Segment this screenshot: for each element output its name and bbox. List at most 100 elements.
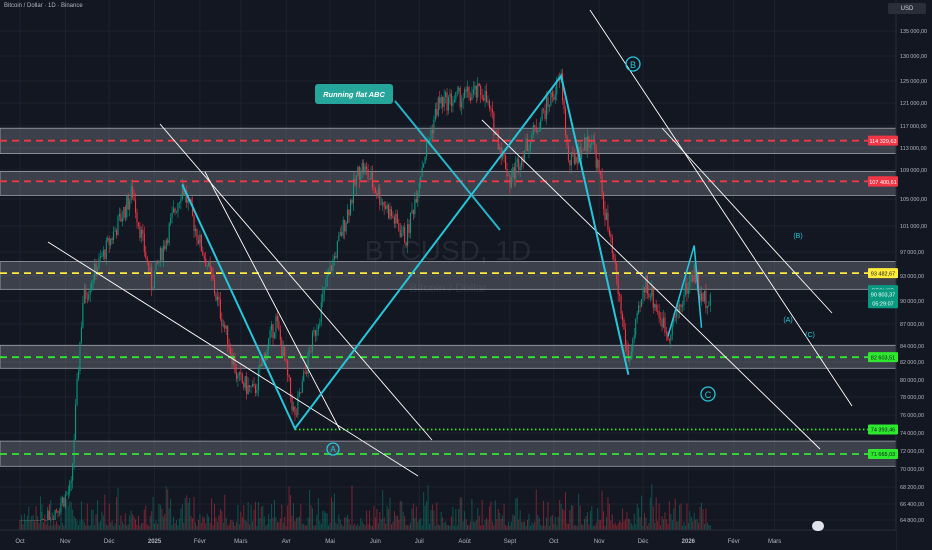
price-tick-label: 121 000,00 <box>900 101 927 107</box>
candle-body <box>440 97 442 104</box>
candle-body <box>279 329 281 340</box>
price-tag-box <box>868 352 898 363</box>
candle-body <box>25 520 27 521</box>
scroll-to-realtime-button[interactable] <box>812 521 824 531</box>
candle-body <box>306 371 308 374</box>
volume-bar <box>34 521 36 530</box>
candle-body <box>276 316 278 322</box>
price-tag-label: 71 665,03 <box>871 452 895 458</box>
volume-bar <box>231 520 233 530</box>
volume-bar <box>478 516 480 530</box>
volume-bar <box>386 505 388 530</box>
volume-bar <box>519 510 521 530</box>
candle-body <box>411 210 413 213</box>
volume-bar <box>680 503 682 530</box>
volume-bar <box>701 502 703 530</box>
running-flat-callout[interactable] <box>315 84 393 104</box>
candle-body <box>107 238 109 241</box>
volume-bar <box>323 511 325 530</box>
volume-bar <box>512 514 514 530</box>
volume-bar <box>350 524 352 530</box>
volume-bar <box>646 525 648 530</box>
candle-body <box>50 520 52 521</box>
candle-body <box>181 184 183 200</box>
candle-body <box>431 130 433 134</box>
volume-bar <box>209 522 211 530</box>
candle-body <box>259 364 261 370</box>
volume-bar <box>247 502 249 530</box>
volume-bar <box>665 519 667 530</box>
candle-body <box>115 230 118 236</box>
volume-bar <box>516 497 518 530</box>
time-axis-panel[interactable] <box>0 530 896 550</box>
candle-body <box>660 318 662 320</box>
time-tick-label: Juin <box>370 539 381 545</box>
candle-body <box>351 200 353 204</box>
candle-body <box>649 296 651 298</box>
volume-bar <box>57 524 59 530</box>
volume-bar <box>310 505 312 530</box>
candle-body <box>377 188 379 197</box>
volume-bar <box>551 514 553 530</box>
volume-bar <box>354 523 356 530</box>
volume-bar <box>124 513 126 530</box>
elliott-sub-wave <box>667 245 703 337</box>
volume-bar <box>113 525 115 530</box>
price-tag-label: 82 603,51 <box>871 355 895 361</box>
candle-body <box>317 325 319 330</box>
candle-body <box>104 250 106 259</box>
volume-bar <box>664 512 666 530</box>
wave-b-circle[interactable] <box>625 56 641 72</box>
candle-body <box>500 147 502 158</box>
volume-bar <box>684 525 686 530</box>
volume-bar <box>313 525 315 530</box>
candle-body <box>548 105 550 107</box>
candle-body <box>202 250 204 256</box>
volume-bar <box>655 497 657 530</box>
candle-body <box>256 389 258 394</box>
candle-body <box>595 149 597 168</box>
volume-bar <box>121 521 123 530</box>
price-tick-label: 93 000,00 <box>900 274 924 280</box>
candle-body <box>232 357 235 365</box>
volume-bar <box>249 524 251 530</box>
time-tick-label: 2025 <box>148 539 162 545</box>
candle-body <box>162 245 164 261</box>
candle-body <box>336 241 338 258</box>
price-tick-label: 101 000,00 <box>900 224 927 230</box>
price-axis-panel[interactable] <box>896 0 932 550</box>
price-tag-label: 93 482,67 <box>871 271 895 277</box>
candle-body <box>32 520 34 521</box>
sub-wave-a-label: (A) <box>783 317 792 324</box>
candle-body <box>464 89 466 98</box>
candle-body <box>328 272 330 276</box>
volume-bar <box>671 519 673 530</box>
volume-bar <box>398 519 400 530</box>
volume-bar <box>123 524 125 530</box>
candle-body <box>67 492 69 495</box>
volume-bar <box>569 510 571 530</box>
candle-body <box>339 232 341 236</box>
volume-bar <box>307 517 309 530</box>
candle-body <box>613 253 615 259</box>
wave-c-circle[interactable] <box>700 386 716 402</box>
volume-bar <box>22 524 24 530</box>
volume-bar <box>370 525 372 530</box>
candle-body <box>360 171 362 180</box>
volume-bar <box>529 525 531 530</box>
volume-bar <box>483 524 485 530</box>
trendlines[interactable] <box>47 9 853 477</box>
volume-bar <box>474 521 476 530</box>
volume-bar <box>383 517 385 530</box>
wave-a-circle[interactable] <box>326 442 340 456</box>
volume-bar <box>314 525 316 530</box>
elliott-wave-lines[interactable] <box>181 73 703 431</box>
candle-body <box>654 304 656 308</box>
candle-body <box>278 321 280 330</box>
candle-body <box>164 245 166 249</box>
volume-bar <box>709 525 711 530</box>
currency-button[interactable]: USD <box>888 3 926 14</box>
candle-body <box>142 229 144 234</box>
candle-body <box>679 304 681 313</box>
